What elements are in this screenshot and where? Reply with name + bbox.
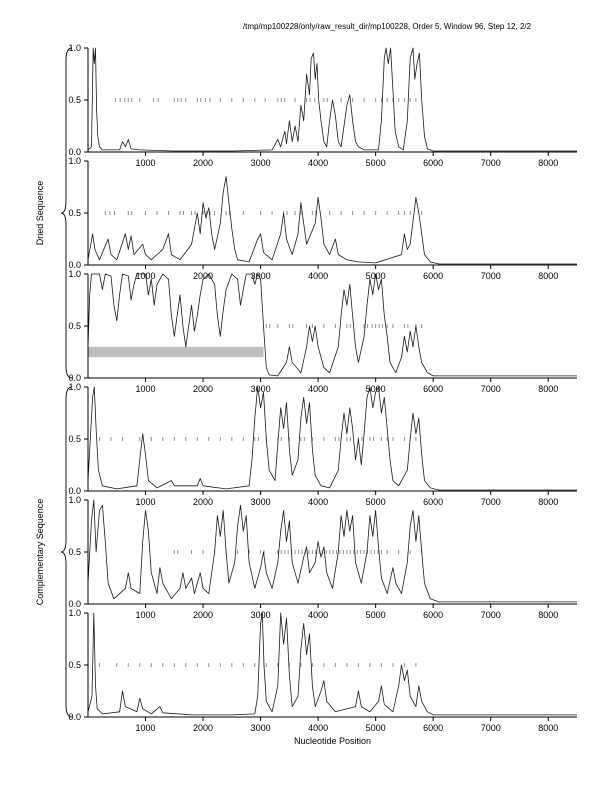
svg-text:1000: 1000 bbox=[136, 497, 156, 507]
svg-text:7000: 7000 bbox=[481, 610, 501, 620]
plot-title: /tmp/mp100228/only/raw_result_dir/mp1002… bbox=[242, 22, 532, 31]
svg-text:4000: 4000 bbox=[308, 384, 328, 394]
svg-text:0.5: 0.5 bbox=[68, 321, 81, 331]
svg-text:0.0: 0.0 bbox=[68, 373, 81, 383]
svg-text:0.0: 0.0 bbox=[68, 712, 81, 722]
svg-text:1000: 1000 bbox=[136, 384, 156, 394]
svg-text:1000: 1000 bbox=[136, 610, 156, 620]
svg-text:0.5: 0.5 bbox=[68, 547, 81, 557]
svg-text:1.0: 1.0 bbox=[68, 382, 81, 392]
svg-text:0.0: 0.0 bbox=[68, 486, 81, 496]
svg-text:5000: 5000 bbox=[366, 158, 386, 168]
svg-text:6000: 6000 bbox=[423, 497, 443, 507]
svg-text:8000: 8000 bbox=[538, 497, 558, 507]
svg-text:6000: 6000 bbox=[423, 610, 443, 620]
svg-text:2000: 2000 bbox=[193, 271, 213, 281]
svg-text:7000: 7000 bbox=[481, 158, 501, 168]
svg-text:7000: 7000 bbox=[481, 723, 501, 733]
svg-text:3000: 3000 bbox=[251, 384, 271, 394]
svg-text:6000: 6000 bbox=[423, 158, 443, 168]
svg-text:1.0: 1.0 bbox=[68, 43, 81, 53]
svg-text:1.0: 1.0 bbox=[68, 608, 81, 618]
svg-text:3000: 3000 bbox=[251, 271, 271, 281]
svg-text:5000: 5000 bbox=[366, 610, 386, 620]
svg-text:7000: 7000 bbox=[481, 497, 501, 507]
svg-text:1.0: 1.0 bbox=[68, 269, 81, 279]
svg-text:2000: 2000 bbox=[193, 158, 213, 168]
svg-text:8000: 8000 bbox=[538, 271, 558, 281]
svg-text:0.5: 0.5 bbox=[68, 660, 81, 670]
svg-text:1000: 1000 bbox=[136, 723, 156, 733]
svg-text:4000: 4000 bbox=[308, 158, 328, 168]
svg-text:4000: 4000 bbox=[308, 497, 328, 507]
svg-text:0.5: 0.5 bbox=[68, 95, 81, 105]
svg-text:6000: 6000 bbox=[423, 384, 443, 394]
svg-text:8000: 8000 bbox=[538, 384, 558, 394]
svg-text:8000: 8000 bbox=[538, 723, 558, 733]
svg-text:0.5: 0.5 bbox=[68, 208, 81, 218]
svg-text:3000: 3000 bbox=[251, 158, 271, 168]
svg-text:0.0: 0.0 bbox=[68, 260, 81, 270]
svg-text:8000: 8000 bbox=[538, 158, 558, 168]
svg-text:8000: 8000 bbox=[538, 610, 558, 620]
svg-text:6000: 6000 bbox=[423, 271, 443, 281]
svg-text:7000: 7000 bbox=[481, 271, 501, 281]
svg-text:1.0: 1.0 bbox=[68, 495, 81, 505]
svg-text:3000: 3000 bbox=[251, 497, 271, 507]
svg-text:2000: 2000 bbox=[193, 723, 213, 733]
svg-text:1.0: 1.0 bbox=[68, 156, 81, 166]
svg-text:0.0: 0.0 bbox=[68, 599, 81, 609]
svg-text:4000: 4000 bbox=[308, 271, 328, 281]
svg-text:5000: 5000 bbox=[366, 497, 386, 507]
svg-text:2000: 2000 bbox=[193, 610, 213, 620]
x-axis-label: Nucleotide Position bbox=[293, 736, 372, 746]
svg-text:3000: 3000 bbox=[251, 610, 271, 620]
svg-text:5000: 5000 bbox=[366, 723, 386, 733]
svg-text:4000: 4000 bbox=[308, 610, 328, 620]
svg-text:2000: 2000 bbox=[193, 497, 213, 507]
svg-text:7000: 7000 bbox=[481, 384, 501, 394]
svg-text:5000: 5000 bbox=[366, 384, 386, 394]
svg-text:4000: 4000 bbox=[308, 723, 328, 733]
svg-text:1000: 1000 bbox=[136, 158, 156, 168]
svg-text:0.5: 0.5 bbox=[68, 434, 81, 444]
svg-text:6000: 6000 bbox=[423, 723, 443, 733]
svg-text:2000: 2000 bbox=[193, 384, 213, 394]
svg-text:3000: 3000 bbox=[251, 723, 271, 733]
svg-text:0.0: 0.0 bbox=[68, 147, 81, 157]
